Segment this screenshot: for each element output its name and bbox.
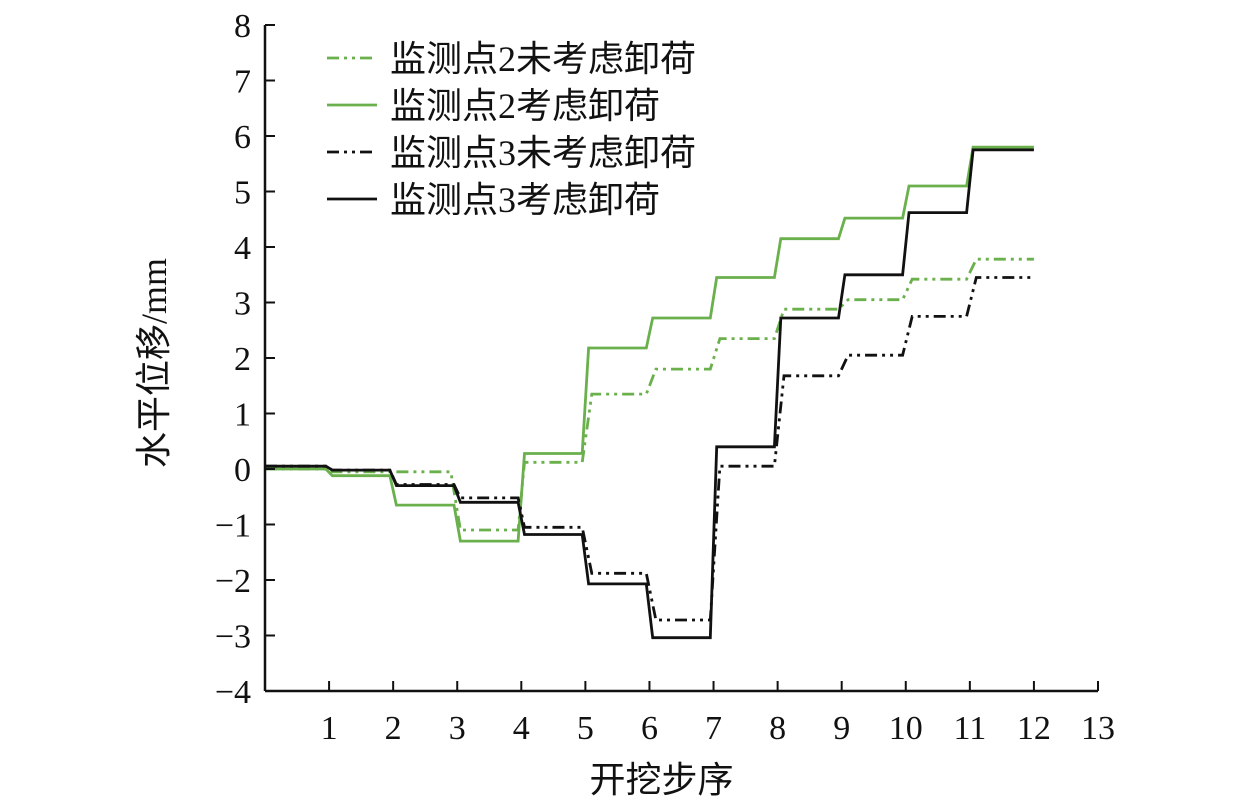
y-tick-label: −2: [215, 563, 251, 600]
x-tick-label: 8: [769, 710, 786, 747]
legend-label: 监测点2考虑卸荷: [390, 86, 660, 126]
series-line-2: [265, 145, 1034, 543]
x-tick-label: 5: [577, 710, 594, 747]
x-tick-label: 3: [449, 710, 466, 747]
x-tick-label: 4: [513, 710, 530, 747]
y-tick-label: 8: [234, 8, 251, 45]
y-tick-label: 1: [234, 397, 251, 434]
x-tick-label: 10: [889, 710, 923, 747]
y-tick-label: 0: [234, 452, 251, 489]
x-tick-label: 1: [321, 710, 338, 747]
series-line-4: [265, 148, 1034, 640]
y-tick-label: 6: [234, 119, 251, 156]
x-tick-label: 2: [385, 710, 402, 747]
x-tick-label: 7: [705, 710, 722, 747]
y-tick-label: 3: [234, 286, 251, 323]
x-tick-label: 12: [1017, 710, 1051, 747]
y-tick-label: −3: [215, 619, 251, 656]
y-tick-label: 7: [234, 64, 251, 101]
x-tick-label: 6: [641, 710, 658, 747]
y-tick-label: −4: [215, 674, 251, 711]
x-tick-label: 9: [833, 710, 850, 747]
y-axis-title: 水平位移/mm: [134, 258, 174, 468]
series-line-1: [265, 257, 1034, 532]
y-tick-label: −1: [215, 508, 251, 545]
x-axis-ticks: 1 2 3 4 5 6 7 8 9 10 11 12 13: [321, 681, 1115, 747]
x-axis-title: 开挖步序: [589, 760, 733, 800]
x-tick-label: 11: [953, 710, 986, 747]
x-tick-label: 13: [1081, 710, 1115, 747]
y-axis-ticks: 8 7 6 5 4 3 2 1 0 −1 −2 −3 −4: [215, 8, 275, 711]
y-tick-label: 4: [234, 230, 251, 267]
legend-label: 监测点2未考虑卸荷: [390, 39, 696, 79]
legend-label: 监测点3未考虑卸荷: [390, 133, 696, 173]
y-tick-label: 5: [234, 175, 251, 212]
legend-label: 监测点3考虑卸荷: [390, 180, 660, 220]
series-layer: [265, 145, 1034, 640]
y-tick-label: 2: [234, 341, 251, 378]
